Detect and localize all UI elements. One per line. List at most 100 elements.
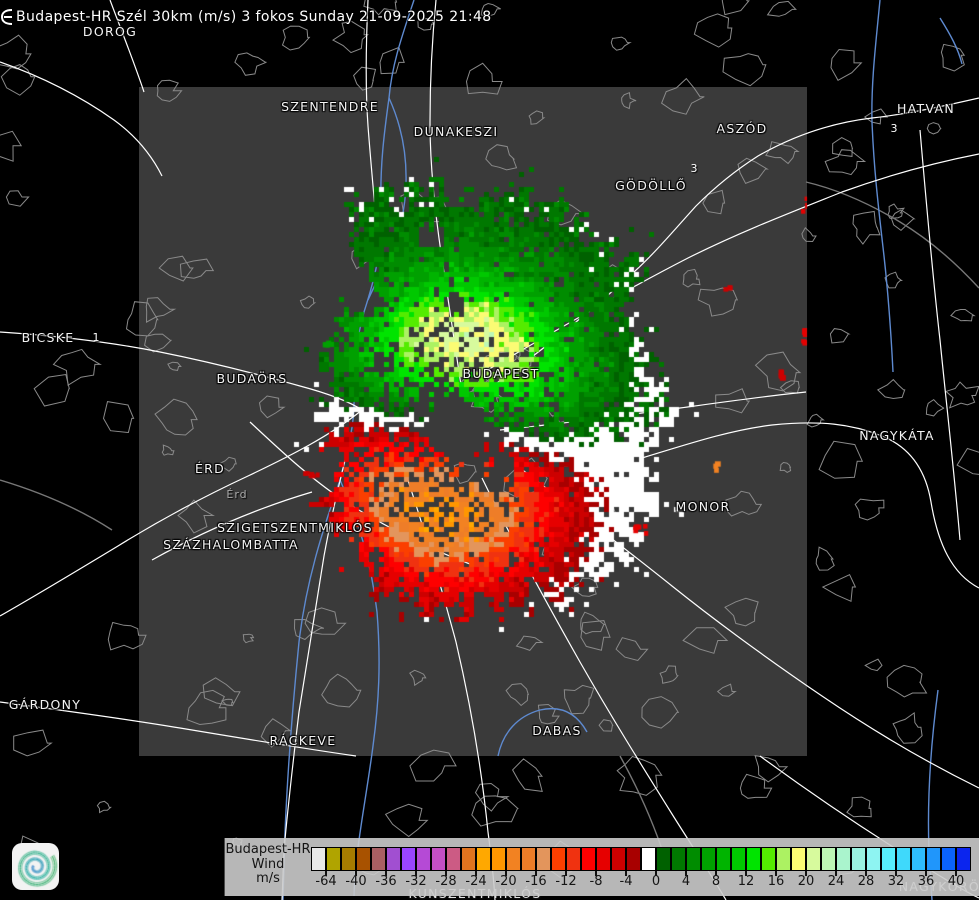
legend-color-cell (521, 847, 536, 871)
legend-tick-mark (895, 871, 897, 876)
legend-color-cell (356, 847, 371, 871)
legend-color-cell (341, 847, 356, 871)
legend-color-cell (581, 847, 596, 871)
place-label: RÁCKEVE (269, 733, 337, 748)
place-label: ÉRD (194, 461, 226, 476)
legend-tick-label: -20 (495, 874, 517, 889)
legend-tick-mark (685, 871, 687, 876)
product-title: Budapest-HR Szél 30km (m/s) 3 fokos Sund… (16, 9, 492, 25)
legend-tick-label: 36 (917, 874, 935, 889)
legend-color-cell (401, 847, 416, 871)
legend-color-cell (326, 847, 341, 871)
place-label: DUNAKESZI (413, 124, 499, 139)
legend-tick-mark (625, 871, 627, 876)
legend-color-cell (641, 847, 656, 871)
legend-tick-label: -24 (465, 874, 487, 889)
legend-tick-label: -32 (405, 874, 427, 889)
place-label: GÖDÖLLŐ (615, 178, 687, 193)
legend-color-cell (926, 847, 941, 871)
place-label: DABAS (532, 723, 582, 738)
legend-panel: Budapest-HR Wind m/s -64 -40 -36 -32 -28 -24-… (224, 838, 979, 896)
legend-tick-mark (475, 871, 477, 876)
legend-color-cell (866, 847, 881, 871)
legend-color-cell (731, 847, 746, 871)
place-label: BICSKE (21, 330, 75, 345)
legend-tick-label: 8 (711, 874, 721, 889)
legend-color-cell (911, 847, 926, 871)
legend-tick-label: 32 (887, 874, 905, 889)
road-number-label: 1 (92, 331, 100, 344)
legend-color-cell (851, 847, 866, 871)
legend-color-cell (596, 847, 611, 871)
legend-color-cell (941, 847, 956, 871)
legend-color-cell (791, 847, 806, 871)
legend-unit-label: m/s (256, 871, 280, 886)
legend-tick-label: 0 (651, 874, 661, 889)
legend-color-cell (371, 847, 386, 871)
legend-tick-mark (505, 871, 507, 876)
legend-tick-label: 20 (797, 874, 815, 889)
legend-color-cell (461, 847, 476, 871)
legend-color-cell (821, 847, 836, 871)
place-label: GÁRDONY (8, 697, 82, 712)
place-label: BUDAPEST (462, 366, 540, 381)
spiral-logo-icon (12, 843, 59, 890)
legend-tick-label: 28 (857, 874, 875, 889)
legend-tick-mark (355, 871, 357, 876)
legend-tick-label: -40 (345, 874, 367, 889)
legend-tick-mark (535, 871, 537, 876)
legend-tick-label: -64 (315, 874, 337, 889)
legend-tick-mark (325, 871, 327, 876)
legend-tick-label: -8 (589, 874, 603, 889)
legend-tick-label: 40 (947, 874, 965, 889)
legend-color-cell (551, 847, 566, 871)
legend-color-cell (656, 847, 671, 871)
place-label: SZIGETSZENTMIKLÓS (217, 520, 373, 535)
legend-color-cell (671, 847, 686, 871)
legend-color-cell (506, 847, 521, 871)
legend-tick-mark (835, 871, 837, 876)
place-label: MONOR (675, 499, 731, 514)
legend-tick-label: -16 (525, 874, 547, 889)
legend-tick-mark (385, 871, 387, 876)
road-number-label: 3 (690, 162, 698, 175)
legend-color-cell (536, 847, 551, 871)
legend-tick-label: -36 (375, 874, 397, 889)
legend-color-cell (311, 847, 326, 871)
place-label: ASZÓD (716, 121, 768, 136)
legend-color-cell (761, 847, 776, 871)
legend-color-cell (626, 847, 641, 871)
place-label: SZENTENDRE (281, 99, 379, 114)
legend-tick-label: -28 (435, 874, 457, 889)
legend-color-cell (881, 847, 896, 871)
legend-color-cell (491, 847, 506, 871)
legend-source-label: Budapest-HR (225, 842, 311, 857)
legend-tick-label: -12 (555, 874, 577, 889)
legend-color-cell (701, 847, 716, 871)
legend-color-cell (416, 847, 431, 871)
legend-tick-mark (595, 871, 597, 876)
legend-color-cell (836, 847, 851, 871)
legend-tick-mark (865, 871, 867, 876)
place-label: Érd (226, 488, 248, 501)
place-label: HATVAN (896, 101, 956, 116)
legend-tick-mark (775, 871, 777, 876)
legend-tick-label: 24 (827, 874, 845, 889)
place-label: BUDAÖRS (216, 371, 288, 386)
legend-color-cell (566, 847, 581, 871)
legend-tick-label: 16 (767, 874, 785, 889)
legend-tick-mark (715, 871, 717, 876)
legend-color-cell (956, 847, 971, 871)
legend-color-cell (386, 847, 401, 871)
legend-tick-mark (655, 871, 657, 876)
legend-color-cell (611, 847, 626, 871)
legend-color-cell (431, 847, 446, 871)
legend-tick-label: 4 (681, 874, 691, 889)
met-logo[interactable] (12, 843, 59, 890)
legend-tick-mark (415, 871, 417, 876)
legend-color-cell (896, 847, 911, 871)
legend-color-cell (806, 847, 821, 871)
legend-color-cell (746, 847, 761, 871)
legend-tick-mark (805, 871, 807, 876)
